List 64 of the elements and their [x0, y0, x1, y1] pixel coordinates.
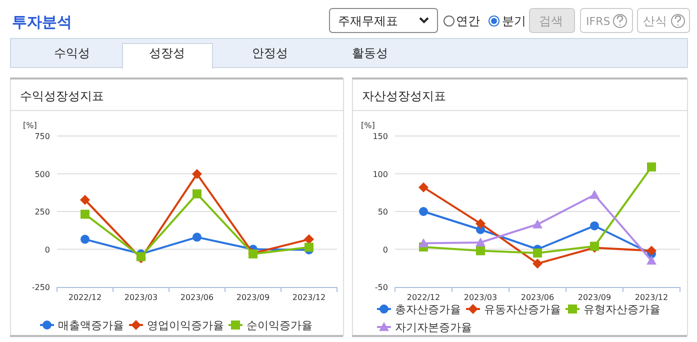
chart-title: 수익성장성지표	[20, 89, 104, 103]
point	[192, 169, 202, 180]
point	[476, 246, 485, 256]
point	[419, 207, 428, 216]
y-tick-label: 150	[372, 132, 388, 141]
legend-label: 유동자산증가율	[484, 303, 561, 316]
x-tick-label: 2022/12	[406, 293, 440, 302]
legend-label: 순이익증가율	[246, 319, 312, 332]
point	[646, 246, 656, 256]
legend-label: 영업이익증가율	[147, 319, 224, 332]
text: 산식	[643, 14, 667, 28]
point	[476, 237, 486, 246]
point	[532, 219, 542, 228]
y-tick-label: 500	[34, 170, 50, 179]
x-tick-label: 2023/09	[578, 293, 612, 302]
chart-title: 자산성장성지표	[362, 89, 446, 103]
y-tick-label: -250	[32, 283, 50, 292]
point	[590, 221, 599, 230]
point	[646, 256, 656, 265]
point	[80, 210, 90, 219]
legend-label: 총자산증가율	[395, 303, 461, 316]
y-tick-label: 750	[34, 132, 50, 141]
point	[418, 182, 428, 192]
text: 활동성	[352, 46, 388, 60]
text: 연간	[456, 14, 480, 28]
point	[476, 218, 486, 229]
point	[192, 189, 202, 198]
y-tick-label: -50	[374, 283, 388, 292]
point	[80, 194, 90, 205]
y-tick-label: 0	[44, 245, 50, 254]
x-tick-label: 2023/12	[634, 293, 668, 302]
y-tick-label: 250	[34, 208, 50, 216]
y-tick-label: 0	[382, 245, 388, 254]
x-tick-label: 2023/06	[180, 293, 214, 302]
text: 수익성	[54, 46, 90, 60]
text: 주재무제표	[338, 14, 398, 28]
text: 분기	[502, 14, 526, 28]
point	[304, 242, 314, 252]
text: 투자분석	[12, 13, 72, 31]
legend-label: 자기자본증가율	[395, 321, 472, 334]
point	[532, 258, 542, 269]
point	[80, 234, 90, 244]
legend-label: 유형자산증가율	[584, 303, 660, 316]
x-tick-label: 2022/12	[68, 293, 102, 302]
point	[590, 190, 600, 199]
text: 안정성	[252, 46, 288, 60]
point	[533, 248, 542, 258]
x-tick-label: 2023/12	[292, 293, 326, 302]
y-axis-title: [%]	[361, 121, 375, 130]
x-tick-label: 2023/06	[520, 293, 554, 302]
point	[192, 232, 202, 242]
point	[418, 238, 428, 248]
x-tick-label: 2023/03	[124, 293, 158, 302]
x-tick-label: 2023/09	[236, 293, 270, 302]
text: 성장성	[149, 46, 185, 60]
point	[304, 234, 314, 244]
y-tick-label: 50	[378, 208, 388, 216]
text: IFRS	[586, 15, 610, 28]
text: 검색	[539, 14, 563, 28]
point	[647, 162, 656, 172]
legend-label: 매출액증가율	[58, 319, 124, 332]
x-tick-label: 2023/03	[464, 293, 498, 302]
y-tick-label: 100	[372, 170, 388, 179]
y-axis-title: [%]	[23, 121, 37, 130]
